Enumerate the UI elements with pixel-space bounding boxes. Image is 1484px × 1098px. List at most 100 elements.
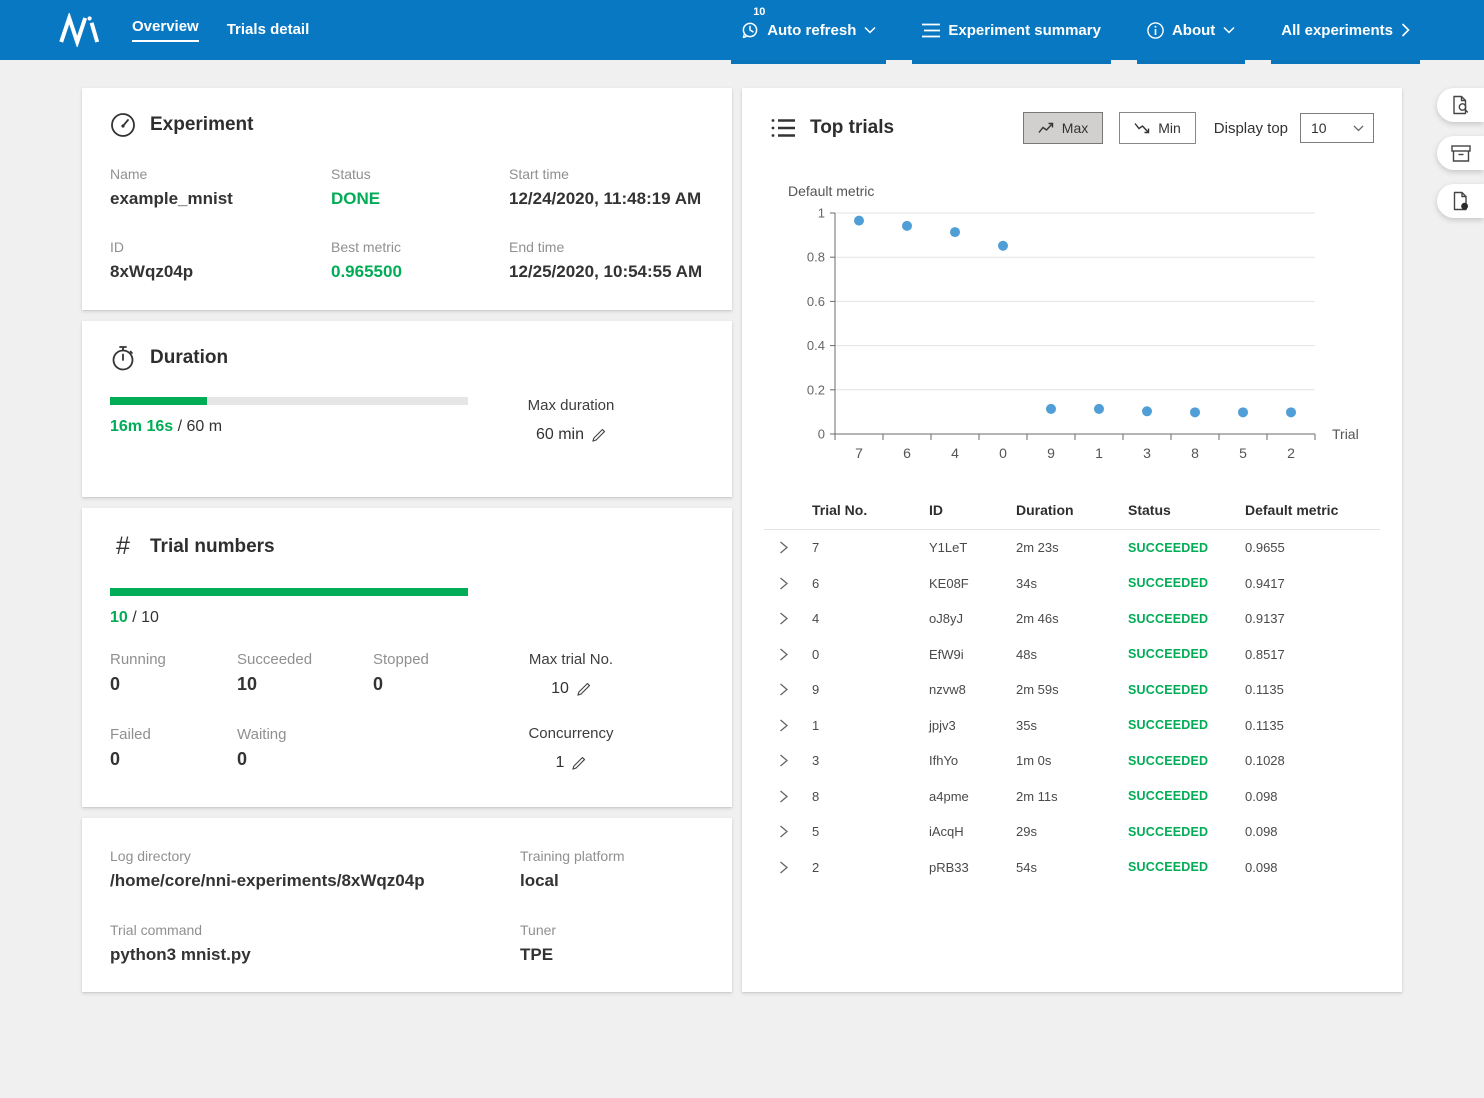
max-button[interactable]: Max: [1023, 112, 1103, 144]
x-tick-label: 9: [1047, 445, 1055, 461]
edit-pencil-icon[interactable]: [576, 682, 591, 697]
main-content: Experiment Name example_mnist Status DON…: [0, 60, 1484, 992]
nni-logo-icon: [58, 13, 106, 47]
expand-row-chevron-icon[interactable]: [777, 683, 790, 696]
expand-row-chevron-icon[interactable]: [777, 612, 790, 625]
table-row: 2pRB3354sSUCCEEDED0.098: [764, 850, 1380, 886]
expand-row-chevron-icon[interactable]: [777, 541, 790, 554]
cell-status: SUCCEEDED: [1128, 718, 1245, 732]
concurrency-label: Concurrency: [468, 725, 674, 742]
experiment-start-time-field: Start time 12/24/2020, 11:48:19 AM: [509, 166, 704, 209]
table-row: 7Y1LeT2m 23sSUCCEEDED0.9655: [764, 530, 1380, 566]
scatter-point[interactable]: [854, 216, 864, 226]
auto-refresh-button[interactable]: 10 Auto refresh: [737, 0, 880, 60]
cell-trial-no: 0: [812, 647, 929, 662]
experiment-id-field: ID 8xWqz04p: [110, 239, 331, 282]
cell-trial-no: 2: [812, 860, 929, 875]
expand-row-chevron-icon[interactable]: [777, 648, 790, 661]
scatter-point[interactable]: [1046, 404, 1056, 414]
cell-metric: 0.1028: [1245, 753, 1380, 768]
scatter-point[interactable]: [998, 241, 1008, 251]
about-label: About: [1172, 22, 1215, 39]
expand-row-chevron-icon[interactable]: [777, 719, 790, 732]
all-experiments-link[interactable]: All experiments: [1277, 0, 1414, 60]
cell-id: nzvw8: [929, 682, 1016, 697]
field-label: Log directory: [110, 848, 520, 864]
field-value: 8xWqz04p: [110, 262, 331, 282]
scatter-point[interactable]: [1286, 407, 1296, 417]
counter-value: 0: [110, 674, 237, 695]
auto-refresh-label: Auto refresh: [767, 22, 856, 39]
tuner-field: Tuner TPE: [520, 922, 704, 965]
cell-duration: 29s: [1016, 824, 1128, 839]
cell-trial-no: 7: [812, 540, 929, 555]
all-experiments-label: All experiments: [1281, 22, 1393, 39]
best-metric-value: 0.965500: [331, 262, 509, 282]
expand-row-chevron-icon[interactable]: [777, 861, 790, 874]
separator: /: [128, 609, 141, 626]
scatter-point[interactable]: [950, 227, 960, 237]
cell-status: SUCCEEDED: [1128, 541, 1245, 555]
experiment-summary-button[interactable]: Experiment summary: [918, 0, 1105, 60]
duration-progress-bar: [110, 397, 468, 405]
expand-row-chevron-icon[interactable]: [777, 577, 790, 590]
scatter-point[interactable]: [1142, 406, 1152, 416]
experiment-name-field: Name example_mnist: [110, 166, 331, 209]
cell-id: Y1LeT: [929, 540, 1016, 555]
expand-row-chevron-icon[interactable]: [777, 790, 790, 803]
min-button[interactable]: Min: [1119, 112, 1196, 144]
chevron-down-icon: [1223, 26, 1235, 34]
document-log-icon: [1452, 191, 1470, 211]
trials-total: 10: [141, 609, 159, 626]
max-trial-label: Max trial No.: [468, 651, 674, 668]
top-trials-list-icon: [770, 117, 796, 139]
field-label: Tuner: [520, 922, 704, 938]
cell-status: SUCCEEDED: [1128, 683, 1245, 697]
table-row: 6KE08F34sSUCCEEDED0.9417: [764, 566, 1380, 602]
header-default-metric: Default metric: [1245, 502, 1380, 518]
scatter-point[interactable]: [1190, 407, 1200, 417]
edit-pencil-icon[interactable]: [591, 428, 606, 443]
log-file-button[interactable]: [1437, 184, 1484, 218]
cell-id: IfhYo: [929, 753, 1016, 768]
max-trial-value: 10: [551, 680, 569, 698]
chevron-down-icon: [1353, 125, 1364, 132]
chevron-down-icon: [864, 26, 876, 34]
overview-left-column: Experiment Name example_mnist Status DON…: [82, 88, 732, 992]
log-directory-value: /home/core/nni-experiments/8xWqz04p: [110, 871, 520, 891]
max-trial-field: Max trial No. 10: [468, 651, 674, 698]
tab-trials-detail[interactable]: Trials detail: [227, 21, 310, 40]
cell-trial-no: 5: [812, 824, 929, 839]
counter-label: Succeeded: [237, 651, 373, 668]
cell-metric: 0.9655: [1245, 540, 1380, 555]
y-tick-label: 0: [818, 427, 825, 442]
field-value: 12/25/2020, 10:54:55 AM: [509, 262, 704, 282]
expand-row-chevron-icon[interactable]: [777, 825, 790, 838]
field-label: End time: [509, 239, 704, 255]
field-label: Training platform: [520, 848, 704, 864]
cell-duration: 2m 59s: [1016, 682, 1128, 697]
edit-pencil-icon[interactable]: [571, 756, 586, 771]
about-button[interactable]: About: [1143, 0, 1239, 60]
cell-status: SUCCEEDED: [1128, 647, 1245, 661]
scatter-point[interactable]: [902, 221, 912, 231]
cell-id: jpjv3: [929, 718, 1016, 733]
scatter-point[interactable]: [1238, 407, 1248, 417]
max-duration-value: 60 min: [536, 426, 584, 444]
cell-trial-no: 9: [812, 682, 929, 697]
field-label: Status: [331, 166, 509, 182]
table-header-row: Trial No. ID Duration Status Default met…: [764, 490, 1380, 530]
duration-card: Duration 16m 16s / 60 m Max duration 60 …: [82, 321, 732, 497]
display-top-dropdown[interactable]: 10: [1300, 113, 1374, 143]
search-space-button[interactable]: [1437, 88, 1484, 122]
cell-duration: 35s: [1016, 718, 1128, 733]
cell-status: SUCCEEDED: [1128, 825, 1245, 839]
training-platform-field: Training platform local: [520, 848, 704, 891]
config-archive-button[interactable]: [1437, 136, 1484, 170]
cell-duration: 2m 23s: [1016, 540, 1128, 555]
scatter-point[interactable]: [1094, 404, 1104, 414]
expand-row-chevron-icon[interactable]: [777, 754, 790, 767]
tab-overview[interactable]: Overview: [132, 18, 199, 42]
cell-status: SUCCEEDED: [1128, 860, 1245, 874]
x-tick-label: 0: [999, 445, 1007, 461]
